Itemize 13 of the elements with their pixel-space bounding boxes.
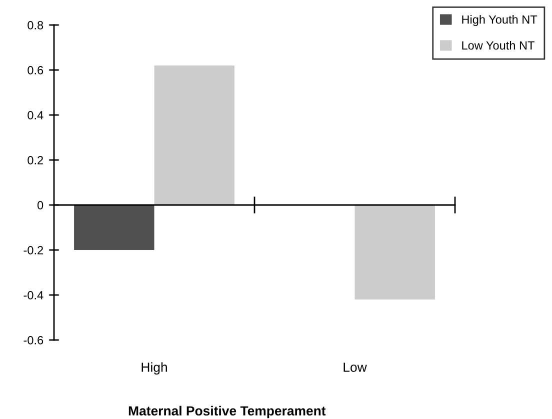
x-axis-title: Maternal Positive Temperament bbox=[128, 406, 326, 418]
y-tick-label: -0.6 bbox=[24, 336, 44, 344]
legend-label: Low Youth NT bbox=[462, 40, 534, 50]
x-tick-label: High bbox=[142, 362, 167, 375]
y-tick-label: 0.8 bbox=[28, 21, 44, 30]
y-tick-label: 0 bbox=[37, 201, 44, 210]
y-tick-label: -0.2 bbox=[24, 246, 43, 254]
x-tick-label: Low bbox=[344, 362, 367, 372]
legend-label: High Youth NT bbox=[462, 15, 538, 26]
y-tick-label: 0.4 bbox=[28, 111, 44, 120]
y-tick-label: 0.6 bbox=[28, 66, 44, 74]
y-tick-label: 0.2 bbox=[28, 156, 43, 164]
y-tick-label: -0.4 bbox=[24, 291, 44, 300]
